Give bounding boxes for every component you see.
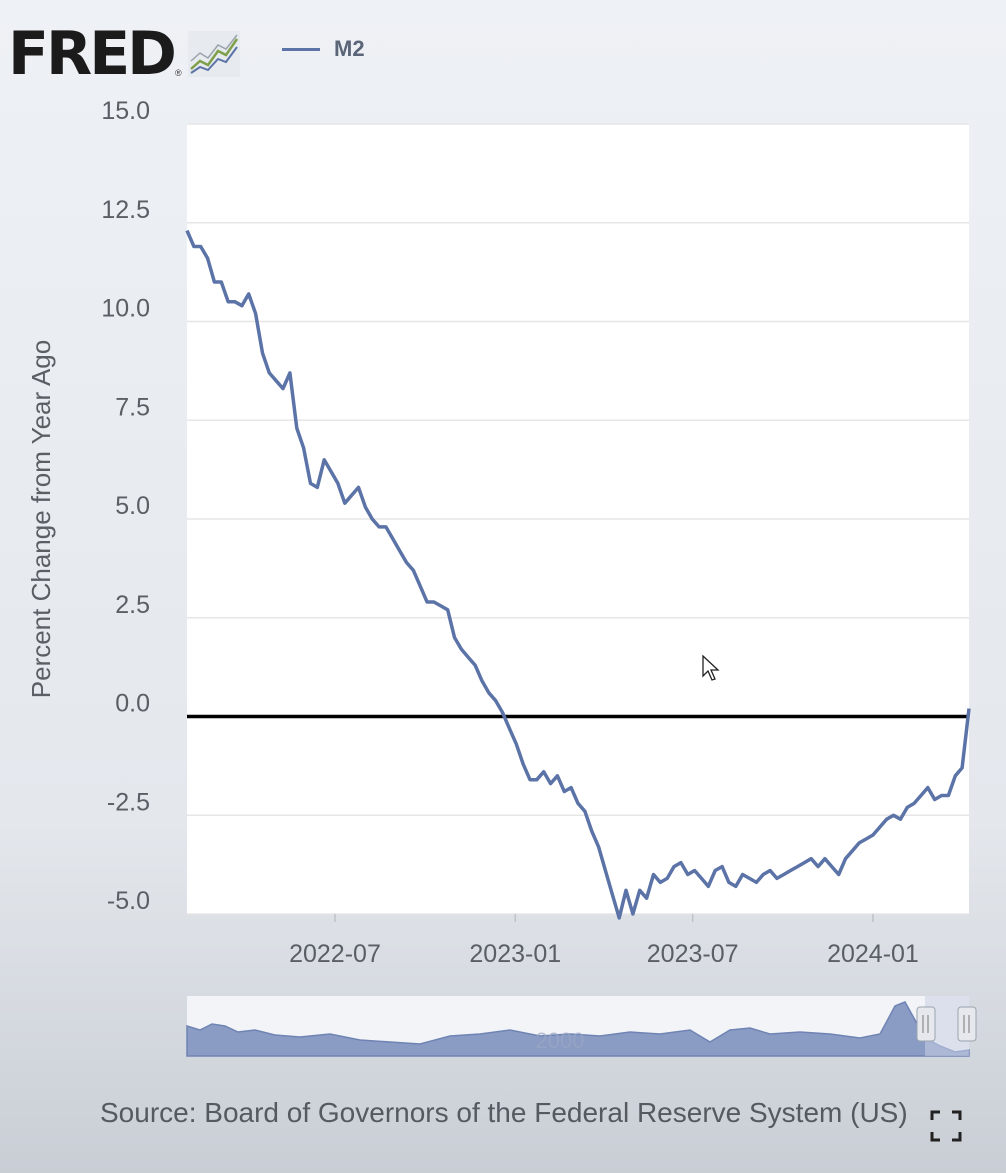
legend-label-m2: M2 xyxy=(334,36,365,61)
chart-legend[interactable]: M2 xyxy=(282,36,365,62)
mouse-pointer-icon xyxy=(702,654,720,681)
y-tick-label: 10.0 xyxy=(101,295,150,323)
fullscreen-icon[interactable] xyxy=(930,1110,962,1142)
registered-mark: ® xyxy=(174,68,182,78)
y-tick-label: -5.0 xyxy=(107,887,150,915)
x-tick-label: 2023-07 xyxy=(647,940,739,968)
y-tick-label: 0.0 xyxy=(115,690,150,718)
y-axis-label: Percent Change from Year Ago xyxy=(26,340,56,698)
range-handle-right[interactable] xyxy=(957,1006,977,1042)
x-axis-ticks: 2022-07 2023-01 2023-07 2024-01 xyxy=(289,914,919,968)
range-handle-left[interactable] xyxy=(916,1006,936,1042)
y-tick-label: 2.5 xyxy=(115,591,150,619)
x-tick-label: 2024-01 xyxy=(827,940,919,968)
navigator-year-label: 2000 xyxy=(536,1028,585,1053)
range-navigator[interactable]: 2000 xyxy=(186,996,977,1057)
y-tick-label: 7.5 xyxy=(115,393,150,421)
y-tick-label: 15.0 xyxy=(101,97,150,125)
y-tick-label: -2.5 xyxy=(107,788,150,816)
x-tick-label: 2023-01 xyxy=(469,940,561,968)
series-line-m2[interactable] xyxy=(185,229,971,920)
navigator-series-area xyxy=(186,1001,970,1057)
y-tick-label: 5.0 xyxy=(115,492,150,520)
source-note: Source: Board of Governors of the Federa… xyxy=(100,1097,908,1128)
fred-chart-logo-icon xyxy=(187,31,240,77)
fred-header: FRED ® xyxy=(8,24,240,84)
y-tick-label: 12.5 xyxy=(101,196,150,224)
fred-logo[interactable]: FRED xyxy=(8,19,177,89)
y-axis-ticks: 15.0 12.5 10.0 7.5 5.0 2.5 0.0 -2.5 -5.0 xyxy=(101,97,150,915)
x-tick-label: 2022-07 xyxy=(289,940,381,968)
legend-swatch xyxy=(282,47,320,51)
